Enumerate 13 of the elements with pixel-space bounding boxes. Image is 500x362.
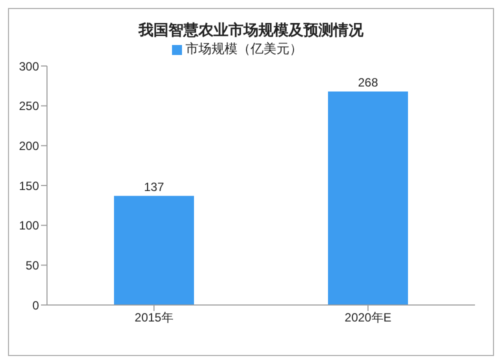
- y-tick-label: 150: [18, 178, 40, 193]
- legend-label: 市场规模（亿美元）: [186, 41, 302, 56]
- y-tick-label: 50: [26, 258, 40, 272]
- x-tick-label: 2020年E: [344, 310, 392, 325]
- data-label: 137: [144, 180, 164, 194]
- chart-title: 我国智慧农业市场规模及预测情况: [137, 21, 364, 40]
- y-tick-label: 100: [18, 218, 40, 233]
- data-label: 268: [358, 75, 378, 90]
- y-tick-label: 300: [18, 59, 40, 74]
- y-tick-label: 250: [18, 99, 40, 114]
- y-tick-label: 200: [18, 138, 40, 153]
- x-tick-label: 2015年: [134, 310, 174, 325]
- y-tick-label: 0: [32, 298, 40, 312]
